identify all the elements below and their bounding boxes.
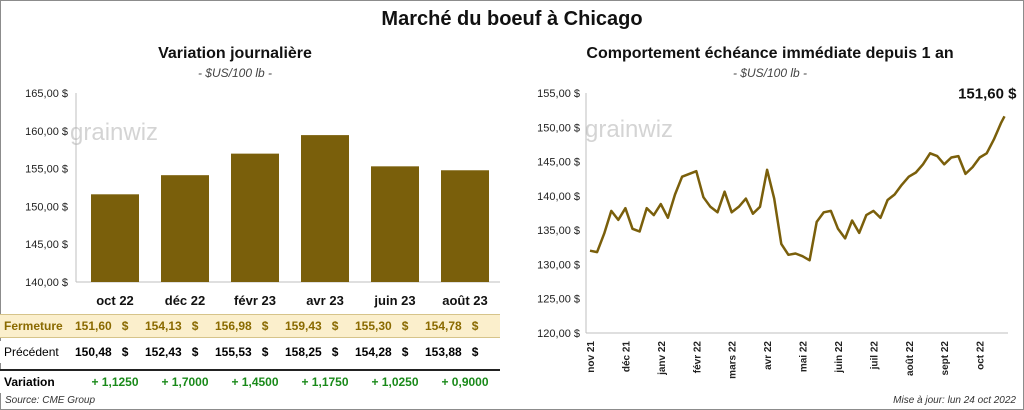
watermark: grainwiz: [70, 119, 158, 146]
table-cell: 158,25 $: [285, 345, 339, 359]
bar: [371, 166, 419, 282]
y-tick-label: 120,00 $: [537, 328, 580, 340]
bar: [301, 135, 349, 282]
bar: [91, 194, 139, 282]
table-cell: + 1,0250: [371, 375, 419, 389]
bar: [161, 175, 209, 282]
bar-chart: 140,00 $ 145,00 $ 150,00 $ 155,00 $ 160,00 $…: [25, 88, 500, 308]
last-value-label: 151,60 $: [958, 85, 1017, 102]
table-cell: 154,78 $: [425, 319, 479, 333]
x-tick-label: août 22: [905, 341, 916, 376]
table-cell: + 1,1750: [301, 375, 349, 389]
table-cell: 151,60 $: [75, 319, 129, 333]
y-tick-label: 130,00 $: [537, 259, 580, 271]
table-row: Précédent 150,48 $ 152,43 $ 155,53 $ 158,25 …: [0, 341, 500, 363]
table-cell: + 0,9000: [441, 375, 489, 389]
y-tick-label: 145,00 $: [537, 157, 580, 169]
table-cell: 152,43 $: [145, 345, 199, 359]
x-tick-label: nov 21: [586, 341, 597, 373]
x-tick-label: avr 23: [306, 293, 344, 308]
table-cell: + 1,4500: [231, 375, 279, 389]
table-row: Fermeture 151,60 $ 154,13 $ 156,98 $ 159,43 …: [0, 314, 500, 338]
x-tick-label: févr 22: [692, 341, 703, 374]
y-tick-label: 125,00 $: [537, 294, 580, 306]
y-tick-label: 155,00 $: [537, 88, 580, 100]
x-tick-label: juil 22: [869, 341, 880, 371]
x-tick-label: juin 23: [373, 293, 415, 308]
y-tick-label: 155,00 $: [25, 164, 68, 176]
y-tick-label: 135,00 $: [537, 225, 580, 237]
x-tick-label: déc 21: [621, 341, 632, 373]
table-cell: 159,43 $: [285, 319, 339, 333]
table-cell: 155,53 $: [215, 345, 269, 359]
x-tick-label: oct 22: [96, 293, 134, 308]
table-cell: + 1,1250: [91, 375, 139, 389]
x-tick-label: sept 22: [940, 341, 951, 376]
source-note: Source: CME Group: [5, 395, 96, 406]
table-cell: 154,13 $: [145, 319, 199, 333]
bar-chart-title: Variation journalière: [158, 45, 312, 62]
row-label: Précédent: [4, 345, 59, 359]
y-tick-label: 150,00 $: [537, 122, 580, 134]
price-table: Fermeture 151,60 $ 154,13 $ 156,98 $ 159,43 …: [0, 314, 500, 394]
table-cell: 156,98 $: [215, 319, 269, 333]
x-tick-label: déc 22: [165, 293, 205, 308]
y-tick-label: 165,00 $: [25, 88, 68, 100]
table-cell: 155,30 $: [355, 319, 409, 333]
table-cell: 153,88 $: [425, 345, 479, 359]
x-tick-label: oct 22: [976, 341, 987, 370]
y-tick-label: 140,00 $: [537, 191, 580, 203]
y-tick-label: 150,00 $: [25, 201, 68, 213]
bar: [231, 153, 279, 282]
row-label: Variation: [4, 375, 55, 389]
price-line: [589, 115, 1006, 262]
x-tick-label: févr 23: [234, 293, 276, 308]
x-tick-label: avr 22: [763, 341, 774, 370]
table-row: Variation + 1,1250 + 1,7000 + 1,4500 + 1,175…: [0, 369, 500, 393]
table-cell: 150,48 $: [75, 345, 129, 359]
bar: [441, 170, 489, 282]
x-tick-label: mars 22: [728, 341, 739, 379]
y-tick-label: 140,00 $: [25, 277, 68, 289]
table-cell: + 1,7000: [161, 375, 209, 389]
watermark: grainwiz: [585, 116, 673, 143]
line-chart: 120,00 $ 125,00 $ 130,00 $ 135,00 $ 140,00 $…: [537, 85, 1017, 379]
main-title: Marché du boeuf à Chicago: [381, 8, 643, 30]
x-tick-label: juin 22: [834, 341, 845, 374]
y-tick-label: 145,00 $: [25, 239, 68, 251]
x-tick-label: mai 22: [799, 341, 810, 373]
bar-chart-unit: - $US/100 lb -: [197, 66, 273, 80]
table-cell: 154,28 $: [355, 345, 409, 359]
y-tick-label: 160,00 $: [25, 126, 68, 138]
x-tick-label: août 23: [442, 293, 488, 308]
update-note: Mise à jour: lun 24 oct 2022: [893, 395, 1016, 406]
row-label: Fermeture: [4, 319, 63, 333]
line-chart-title: Comportement échéance immédiate depuis 1…: [586, 45, 954, 62]
x-tick-label: janv 22: [657, 341, 668, 376]
line-chart-unit: - $US/100 lb -: [732, 66, 808, 80]
